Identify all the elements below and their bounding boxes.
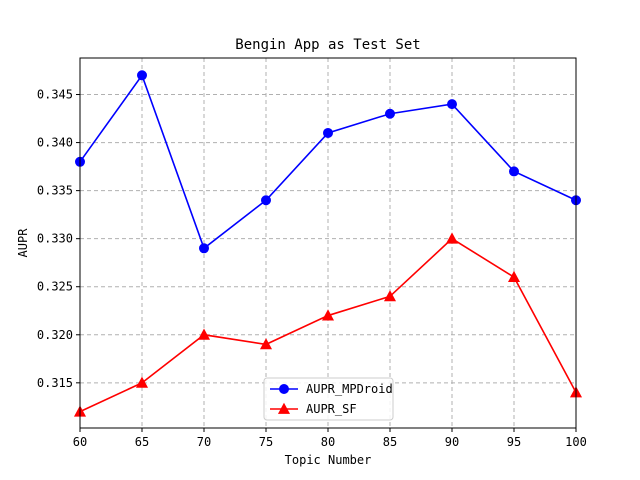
data-point	[385, 108, 395, 119]
axis-ticks: 60 65 70 75 80 85 90 95 100 0.315 0.320 0.325 0.330 0…	[37, 88, 587, 449]
y-tick-label: 0.345	[37, 88, 73, 102]
y-tick-label: 0.315	[37, 376, 73, 390]
x-tick-label: 60	[73, 435, 87, 449]
x-tick-label: 100	[565, 435, 587, 449]
data-point	[259, 338, 273, 350]
legend-entry: AUPR_MPDroid	[270, 382, 393, 396]
legend: AUPR_MPDroid AUPR_SF	[263, 377, 394, 421]
data-point	[445, 232, 459, 244]
y-tick-label: 0.320	[37, 328, 73, 342]
legend-label: AUPR_SF	[306, 402, 357, 416]
chart-title: Bengin App as Test Set	[235, 37, 420, 53]
legend-label: AUPR_MPDroid	[306, 382, 393, 396]
x-tick-label: 95	[507, 435, 521, 449]
y-tick-label: 0.330	[37, 232, 73, 246]
data-point	[261, 195, 271, 206]
data-point	[447, 99, 457, 110]
data-point	[197, 328, 211, 340]
legend-entry: AUPR_SF	[270, 402, 357, 416]
legend-marker	[277, 402, 291, 414]
plot-area	[73, 70, 583, 417]
x-tick-label: 80	[321, 435, 335, 449]
data-point	[507, 270, 521, 283]
data-point	[199, 243, 209, 254]
y-axis-label: AUPR	[16, 228, 30, 258]
data-point	[137, 70, 147, 81]
data-point	[135, 376, 149, 388]
y-tick-label: 0.335	[37, 184, 73, 198]
x-tick-label: 65	[135, 435, 149, 449]
data-point	[509, 166, 519, 177]
x-tick-label: 85	[383, 435, 397, 449]
x-tick-label: 90	[445, 435, 459, 449]
y-tick-label: 0.340	[37, 136, 73, 150]
data-point	[383, 290, 397, 302]
series-aupr-mpdroid	[75, 70, 581, 254]
legend-marker	[279, 384, 289, 394]
series-aupr-sf	[73, 232, 583, 417]
data-point	[323, 127, 333, 138]
x-tick-label: 70	[197, 435, 211, 449]
data-point	[321, 309, 335, 321]
x-axis-label: Topic Number	[285, 453, 372, 467]
x-tick-label: 75	[259, 435, 273, 449]
y-tick-label: 0.325	[37, 280, 73, 294]
